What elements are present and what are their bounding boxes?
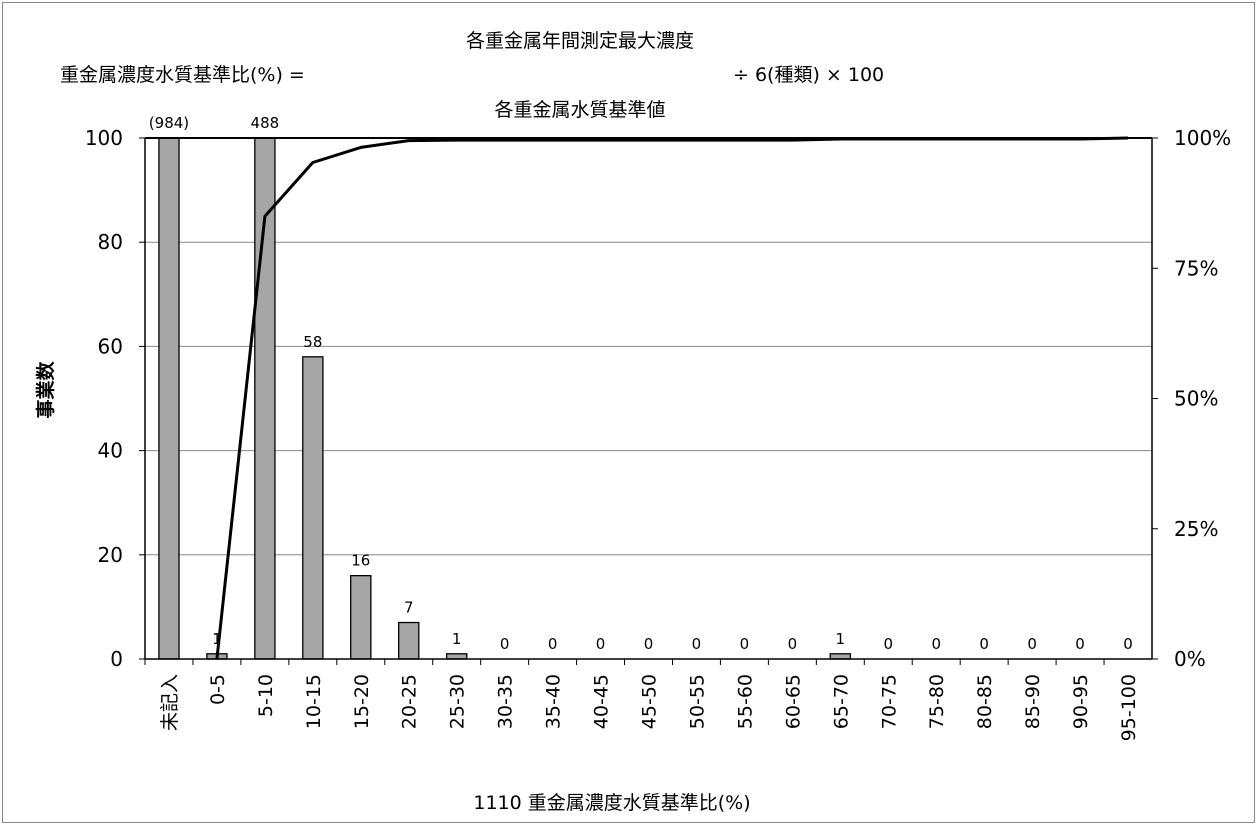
x-tick-label: 80-85 bbox=[974, 674, 996, 729]
x-tick-label: 55-60 bbox=[734, 674, 756, 729]
x-tick-label: 20-25 bbox=[399, 674, 421, 729]
x-tick-label: 90-95 bbox=[1070, 674, 1092, 729]
bar-data-label: 0 bbox=[548, 635, 558, 653]
y2-tick-label: 75% bbox=[1174, 256, 1218, 280]
y-tick-label: 100 bbox=[85, 126, 123, 150]
y2-tick-label: 0% bbox=[1174, 647, 1206, 671]
x-tick-label: 70-75 bbox=[878, 674, 900, 729]
cumulative-line bbox=[215, 136, 1129, 660]
bar-data-label: 1 bbox=[212, 630, 222, 648]
bar bbox=[350, 574, 372, 660]
bar-data-label: 16 bbox=[351, 552, 370, 570]
bar-data-label: 1 bbox=[452, 630, 462, 648]
bar-data-label: 0 bbox=[596, 635, 606, 653]
x-tick-label: 15-20 bbox=[351, 674, 373, 729]
formula-lhs: 重金属濃度水質基準比(%) = bbox=[60, 64, 305, 86]
x-tick-label: 50-55 bbox=[686, 674, 708, 729]
bar-data-label: 0 bbox=[740, 635, 750, 653]
x-tick-label: 65-70 bbox=[830, 674, 852, 729]
formula-denominator: 各重金属水質基準値 bbox=[494, 99, 665, 121]
bar-data-label: 0 bbox=[1123, 635, 1133, 653]
x-tick-label: 未記入 bbox=[159, 674, 181, 731]
bar-data-label: 0 bbox=[883, 635, 893, 653]
y-tick-label: 20 bbox=[98, 543, 123, 567]
y2-tick-label: 50% bbox=[1174, 387, 1218, 411]
bar-data-label: 0 bbox=[1027, 635, 1037, 653]
bar bbox=[829, 653, 852, 660]
x-tick-label: 5-10 bbox=[255, 674, 277, 717]
y2-tick-label: 100% bbox=[1174, 126, 1231, 150]
x-tick-label: 75-80 bbox=[926, 674, 948, 729]
x-axis-title: 1110 重金属濃度水質基準比(%) bbox=[473, 792, 750, 814]
bar-data-label: 0 bbox=[1075, 635, 1085, 653]
bar-data-label: 0 bbox=[692, 635, 702, 653]
y2-tick-label: 25% bbox=[1174, 517, 1218, 541]
x-tick-label: 25-30 bbox=[447, 674, 469, 729]
bar-data-label: (984) bbox=[149, 114, 189, 132]
y-axis-title: 事業数 bbox=[34, 361, 57, 419]
x-tick-label: 60-65 bbox=[782, 674, 804, 729]
bar-data-label: 7 bbox=[404, 599, 414, 617]
formula-rhs: ÷ 6(種類) × 100 bbox=[733, 64, 884, 86]
bar-data-label: 0 bbox=[644, 635, 654, 653]
bar-data-label: 0 bbox=[500, 635, 510, 653]
y-tick-label: 40 bbox=[98, 439, 123, 463]
x-tick-label: 10-15 bbox=[303, 674, 325, 729]
x-tick-label: 40-45 bbox=[591, 674, 613, 729]
bar-data-label: 0 bbox=[931, 635, 941, 653]
bar bbox=[302, 356, 324, 660]
x-tick-label: 85-90 bbox=[1022, 674, 1044, 729]
bar-data-label: 1 bbox=[836, 630, 846, 648]
bar bbox=[398, 621, 420, 660]
x-tick-label: 0-5 bbox=[207, 674, 229, 705]
x-tick-label: 95-100 bbox=[1118, 674, 1140, 741]
bar-data-label: 0 bbox=[979, 635, 989, 653]
bar bbox=[158, 137, 180, 660]
formula-numerator: 各重金属年間測定最大濃度 bbox=[466, 30, 694, 52]
bar-data-label: 488 bbox=[251, 114, 280, 132]
y-tick-label: 60 bbox=[98, 334, 123, 358]
y-tick-label: 80 bbox=[98, 230, 123, 254]
x-tick-label: 45-50 bbox=[639, 674, 661, 729]
bar-data-label: 58 bbox=[303, 333, 322, 351]
bar bbox=[445, 653, 468, 660]
x-tick-label: 35-40 bbox=[543, 674, 565, 729]
y-tick-label: 0 bbox=[110, 647, 123, 671]
bar-data-label: 0 bbox=[788, 635, 798, 653]
x-tick-label: 30-35 bbox=[495, 674, 517, 729]
